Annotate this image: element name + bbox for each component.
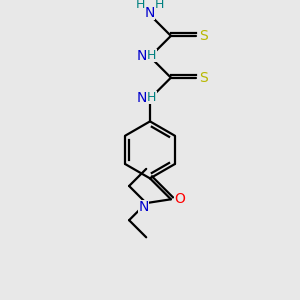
Text: H: H — [155, 0, 164, 11]
Text: N: N — [145, 6, 155, 20]
Text: O: O — [174, 192, 185, 206]
Text: S: S — [199, 29, 208, 43]
Text: N: N — [136, 49, 147, 63]
Text: H: H — [147, 91, 157, 104]
Text: H: H — [147, 49, 157, 62]
Text: N: N — [136, 91, 147, 105]
Text: N: N — [138, 200, 148, 214]
Text: S: S — [199, 71, 208, 85]
Text: H: H — [136, 0, 145, 11]
